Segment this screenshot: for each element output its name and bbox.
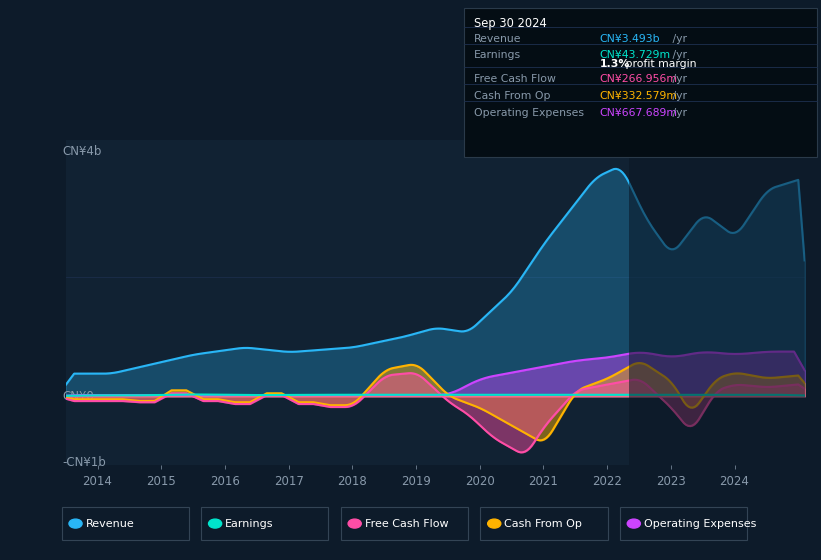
Text: Sep 30 2024: Sep 30 2024 <box>474 17 547 30</box>
Text: /yr: /yr <box>669 50 687 60</box>
Text: -CN¥1b: -CN¥1b <box>62 456 106 469</box>
Text: CN¥266.956m: CN¥266.956m <box>599 74 677 84</box>
Text: profit margin: profit margin <box>622 59 697 69</box>
Text: CN¥332.579m: CN¥332.579m <box>599 91 677 101</box>
Text: Operating Expenses: Operating Expenses <box>474 108 584 118</box>
Text: CN¥0: CN¥0 <box>62 390 94 403</box>
Text: Cash From Op: Cash From Op <box>504 519 582 529</box>
Text: /yr: /yr <box>669 34 687 44</box>
Text: Earnings: Earnings <box>474 50 521 60</box>
Bar <box>630 140 805 465</box>
Text: CN¥667.689m: CN¥667.689m <box>599 108 677 118</box>
Text: Free Cash Flow: Free Cash Flow <box>474 74 556 84</box>
Text: CN¥3.493b: CN¥3.493b <box>599 34 660 44</box>
Text: Free Cash Flow: Free Cash Flow <box>365 519 448 529</box>
Text: /yr: /yr <box>669 91 687 101</box>
Text: Revenue: Revenue <box>85 519 134 529</box>
Text: Operating Expenses: Operating Expenses <box>644 519 756 529</box>
Text: Revenue: Revenue <box>474 34 521 44</box>
Text: Earnings: Earnings <box>225 519 273 529</box>
Text: /yr: /yr <box>669 108 687 118</box>
Text: /yr: /yr <box>669 74 687 84</box>
Text: 1.3%: 1.3% <box>599 59 630 69</box>
Text: Cash From Op: Cash From Op <box>474 91 550 101</box>
Text: CN¥43.729m: CN¥43.729m <box>599 50 671 60</box>
Text: CN¥4b: CN¥4b <box>62 145 101 158</box>
